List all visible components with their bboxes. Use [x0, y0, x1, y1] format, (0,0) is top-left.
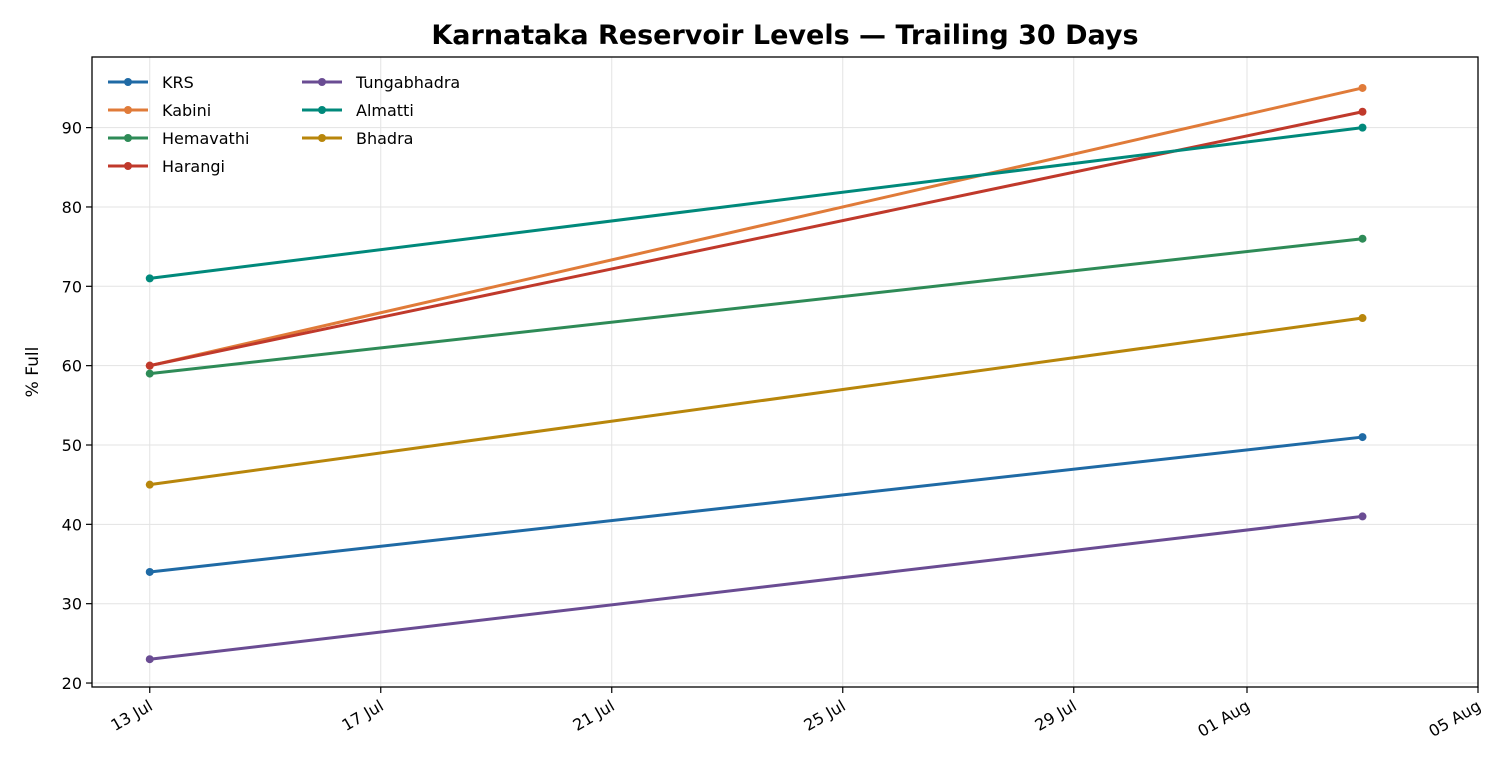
y-tick-label: 40	[62, 515, 82, 534]
legend: KRS Kabini Hemavathi Harangi Tungabhadra Alma…	[108, 73, 460, 176]
data-point-harangi	[1358, 107, 1367, 116]
series-line-kabini	[148, 86, 1364, 368]
legend-label-kabini: Kabini	[162, 101, 211, 120]
chart-title: Karnataka Reservoir Levels — Trailing 30…	[431, 20, 1138, 51]
y-tick-label: 30	[62, 595, 82, 614]
data-point-hemavathi	[1358, 234, 1367, 243]
x-tick-label: 05 Aug	[1425, 696, 1484, 741]
x-tick-label: 25 Jul	[800, 696, 848, 735]
y-tick-label: 60	[62, 357, 82, 376]
y-tick-label: 80	[62, 198, 82, 217]
x-tick-label: 29 Jul	[1031, 696, 1079, 735]
x-tick-label: 21 Jul	[569, 696, 617, 735]
legend-marker	[318, 134, 326, 142]
data-point-bhadra	[145, 480, 154, 489]
data-point-krs	[1358, 433, 1367, 442]
y-axis-label: % Full	[23, 347, 43, 398]
data-point-almatti	[145, 274, 154, 283]
y-tick-label: 20	[62, 674, 82, 693]
x-tick-label: 13 Jul	[107, 696, 155, 735]
series-line-almatti	[148, 126, 1364, 280]
series-line-bhadra	[148, 316, 1364, 487]
data-point-bhadra	[1358, 314, 1367, 323]
legend-label-almatti: Almatti	[356, 101, 414, 120]
legend-label-krs: KRS	[162, 73, 194, 92]
legend-marker	[318, 78, 326, 86]
data-point-tungabhadra	[1358, 512, 1367, 521]
data-point-krs	[145, 567, 154, 576]
data-point-tungabhadra	[145, 655, 154, 664]
legend-marker	[124, 106, 132, 114]
y-tick-label: 70	[62, 277, 82, 296]
legend-label-harangi: Harangi	[162, 157, 225, 176]
data-point-kabini	[1358, 83, 1367, 92]
legend-marker	[124, 162, 132, 170]
y-tick-label: 50	[62, 436, 82, 455]
gridlines	[92, 57, 1479, 687]
legend-marker	[124, 134, 132, 142]
data-point-hemavathi	[145, 369, 154, 378]
legend-label-tungabhadra: Tungabhadra	[355, 73, 460, 92]
legend-marker	[124, 78, 132, 86]
series-lines	[145, 83, 1367, 664]
series-line-tungabhadra	[148, 514, 1364, 661]
axis-ticks: 20 30 40 50 60 70 80 90 13 Jul 17 Jul 21 Jul 25 Jul…	[62, 119, 1484, 741]
data-point-almatti	[1358, 123, 1367, 132]
legend-marker	[318, 106, 326, 114]
data-point-harangi	[145, 361, 154, 370]
y-tick-label: 90	[62, 119, 82, 138]
x-tick-label: 01 Aug	[1194, 696, 1253, 741]
plot-frame	[91, 56, 1479, 688]
legend-label-bhadra: Bhadra	[356, 129, 413, 148]
legend-label-hemavathi: Hemavathi	[162, 129, 249, 148]
series-line-krs	[148, 435, 1364, 574]
series-line-hemavathi	[148, 237, 1364, 376]
x-tick-label: 17 Jul	[338, 696, 386, 735]
